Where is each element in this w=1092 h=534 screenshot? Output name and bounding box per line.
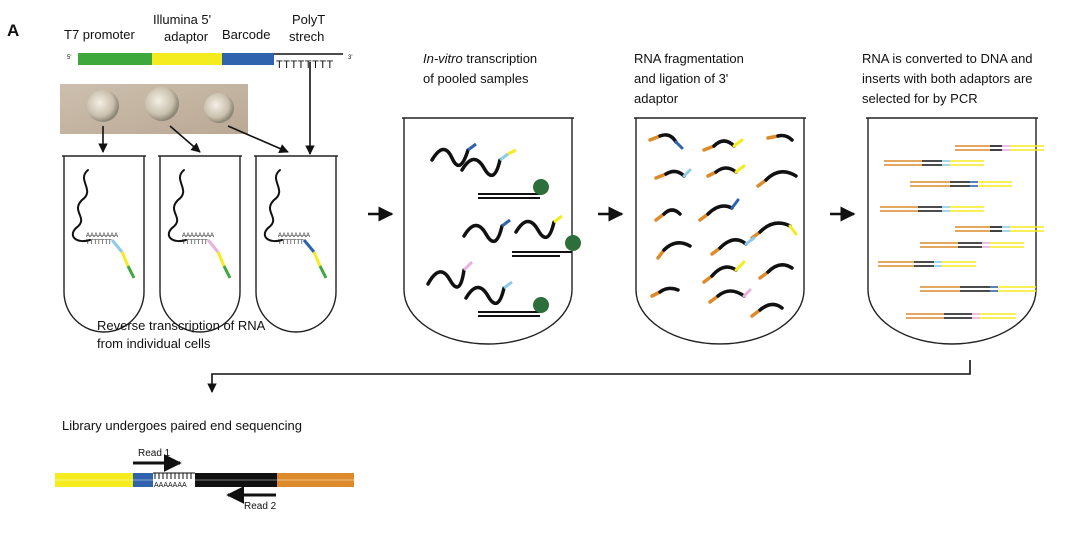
rt-tubes: AAAAAAAA TTTTTTT AAAAAAAA TTTTTTT AAAAAA…: [62, 155, 338, 333]
dna-fragment-5: [955, 226, 1044, 232]
dna-fragment-8: [920, 286, 1036, 292]
construct-labels: T7 promoter Illumina 5' adaptor Barcode …: [64, 12, 325, 44]
cell-to-tube-arrows: [98, 62, 315, 155]
t7-promoter-label: T7 promoter: [64, 27, 135, 42]
tube2-polyt: TTTTTTT: [182, 240, 208, 246]
return-arrow: [207, 360, 971, 393]
polyt-label-line2: strech: [289, 29, 324, 44]
ivt-beaker: [402, 117, 581, 345]
rt-caption-line2: from individual cells: [97, 336, 211, 351]
seq-construct: Read 1 AAAAAAA Read 2: [55, 448, 354, 512]
dna-fragment-7: [878, 261, 976, 267]
barcode-label: Barcode: [222, 27, 270, 42]
read1-label: Read 1: [138, 448, 171, 459]
dna-fragment-9: [906, 313, 1016, 319]
ivt-caption-line2: of pooled samples: [423, 71, 529, 86]
tube2-polya: AAAAAAAA: [182, 233, 214, 239]
polyt-label-line1: PolyT: [292, 12, 325, 27]
illumina-label-line2: adaptor: [164, 29, 209, 44]
frag-caption-line1: RNA fragmentation: [634, 51, 744, 66]
rt-tube-1: AAAAAAAA TTTTTTT: [62, 155, 146, 333]
cell-1: [87, 90, 119, 122]
pcr-beaker: [866, 117, 1044, 345]
rt-tube-3: AAAAAAAA TTTTTTT: [254, 155, 338, 333]
tube3-polya: AAAAAAAA: [278, 233, 310, 239]
read2-label: Read 2: [244, 501, 277, 512]
rt-caption-line1: Reverse transcription of RNA: [97, 318, 266, 333]
tube3-polyt: TTTTTTT: [278, 240, 304, 246]
dna-fragment-6: [920, 242, 1024, 248]
pcr-caption-line3: selected for by PCR: [862, 91, 978, 106]
panel-label: A: [7, 21, 19, 40]
arrow-cell3: [227, 125, 289, 153]
polyt-sequence: TTTTTTTT: [276, 59, 334, 71]
illumina-segment: [152, 53, 222, 65]
pcr-caption-line2: inserts with both adaptors are: [862, 71, 1033, 86]
barcode-segment: [222, 53, 274, 65]
five-prime-label: 5': [67, 55, 71, 61]
cell-photo: [60, 84, 248, 134]
cell-2: [145, 87, 179, 121]
frag-caption-line2: and ligation of 3': [634, 71, 728, 86]
frag-beaker: [634, 117, 806, 345]
dna-fragment-3: [910, 181, 1012, 187]
illumina-label-line1: Illumina 5': [153, 12, 211, 27]
cell-3: [204, 93, 234, 123]
rt-tube-2: AAAAAAAA TTTTTTT: [158, 155, 242, 333]
frag-caption-line3: adaptor: [634, 91, 679, 106]
tube1-polya: AAAAAAAA: [86, 233, 118, 239]
dna-fragment-2: [884, 160, 984, 166]
three-prime-label: 3': [348, 55, 352, 61]
construct-bar: 5' TTTTTTTT 3': [67, 53, 352, 71]
arrow-cell2: [169, 125, 201, 153]
ivt-caption-line1: In-vitro transcription: [423, 51, 537, 66]
seq-polya: AAAAAAA: [154, 482, 187, 489]
dna-fragment-4: [880, 206, 984, 212]
pcr-caption-line1: RNA is converted to DNA and: [862, 51, 1033, 66]
t7-segment: [78, 53, 152, 65]
seq-caption: Library undergoes paired end sequencing: [62, 418, 302, 433]
dna-fragment-1: [955, 145, 1044, 151]
tube1-polyt: TTTTTTT: [86, 240, 112, 246]
